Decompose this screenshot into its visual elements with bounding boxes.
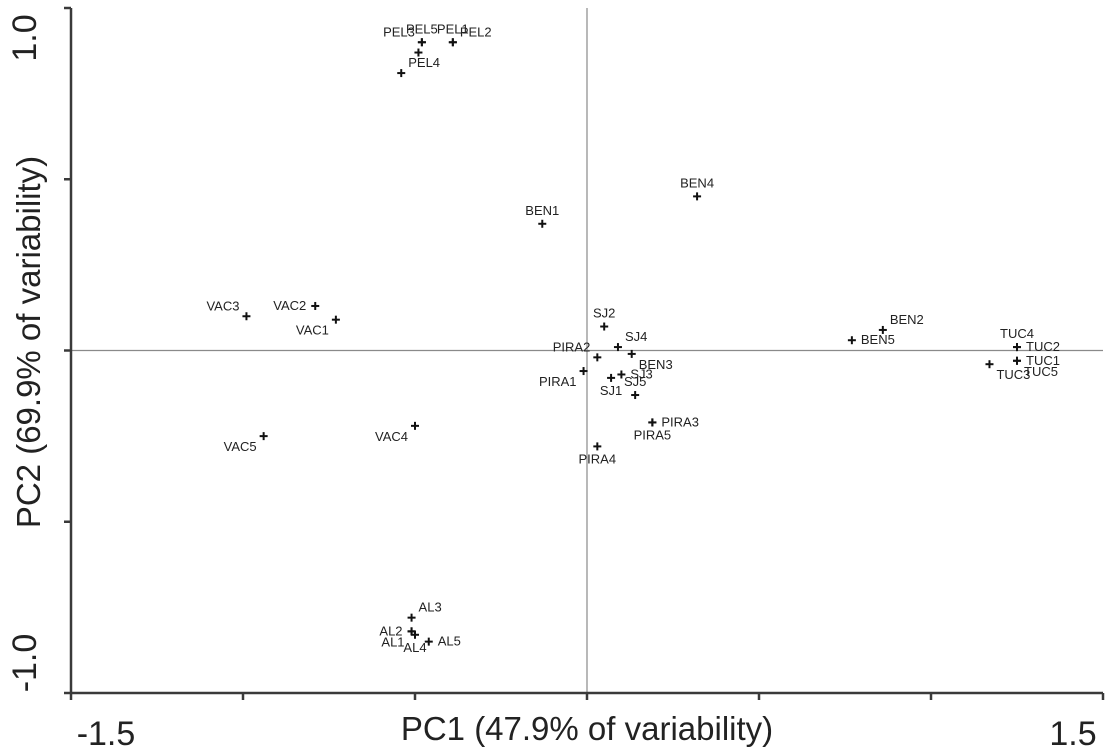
data-point: [417, 38, 426, 47]
data-point: [693, 192, 702, 201]
point-label: AL1: [381, 634, 404, 649]
data-point: [579, 367, 588, 376]
point-label: PIRA3: [661, 414, 699, 429]
data-point: [259, 432, 268, 441]
y-tick-label: 1.0: [6, 14, 44, 61]
data-point: [448, 38, 457, 47]
point-label: AL5: [438, 634, 461, 649]
axis-ticks: [64, 6, 1105, 700]
data-point: [627, 349, 636, 358]
x-tick-label: 1.5: [1049, 715, 1096, 752]
point-label: PIRA2: [553, 339, 591, 354]
point-label: SJ3: [630, 366, 652, 381]
point-label: BEN4: [680, 175, 714, 190]
data-point: [847, 336, 856, 345]
point-label: BEN3: [639, 357, 673, 372]
data-point: [407, 613, 416, 622]
point-label: PIRA1: [539, 374, 577, 389]
data-point: [414, 48, 423, 57]
data-point: [617, 370, 626, 379]
y-axis-title: PC2 (69.9% of variability): [10, 156, 47, 528]
point-label: AL4: [403, 640, 426, 655]
point-label: PEL5: [406, 21, 438, 36]
data-point: [1013, 356, 1021, 365]
data-point: [1013, 343, 1021, 352]
point-label: PEL1: [437, 21, 469, 36]
point-label: SJ2: [593, 306, 615, 321]
point-label: PIRA5: [634, 427, 672, 442]
data-point: [600, 322, 609, 331]
point-label: VAC1: [296, 323, 329, 338]
point-label: VAC4: [375, 429, 408, 444]
data-point: [878, 325, 887, 334]
point-label: BEN2: [890, 312, 924, 327]
data-markers: [242, 38, 1021, 646]
data-point: [648, 418, 657, 427]
data-point: [424, 637, 433, 646]
point-label: SJ1: [600, 383, 622, 398]
point-label: PEL2: [460, 24, 492, 39]
point-label: AL3: [419, 600, 442, 615]
point-label: SJ5: [624, 374, 646, 389]
point-label: PEL3: [383, 24, 415, 39]
data-point: [242, 312, 251, 321]
point-label: TUC4: [1000, 326, 1034, 341]
point-label: TUC3: [996, 367, 1030, 382]
data-point: [411, 421, 419, 430]
point-label: VAC2: [273, 298, 306, 313]
point-label: TUC2: [1026, 339, 1060, 354]
data-point: [593, 442, 602, 451]
data-point: [631, 391, 640, 400]
point-label: BEN1: [525, 203, 559, 218]
point-label: VAC3: [206, 298, 239, 313]
data-point: [331, 315, 340, 324]
point-label: TUC5: [1024, 364, 1058, 379]
data-point: [593, 353, 602, 362]
data-point: [613, 343, 622, 352]
data-point: [311, 301, 320, 310]
point-label: BEN5: [861, 332, 895, 347]
x-tick-label: -1.5: [77, 715, 136, 752]
point-label: PEL4: [408, 55, 440, 70]
x-axis-title: PC1 (47.9% of variability): [401, 710, 773, 747]
data-point: [607, 373, 616, 382]
axis-tick-labels: -1.5 1.5 -1.0 1.0: [6, 14, 1097, 752]
reference-lines: [71, 8, 1103, 693]
point-label: SJ4: [625, 329, 647, 344]
point-label: VAC5: [224, 439, 257, 454]
data-point: [411, 630, 419, 639]
data-point: [985, 360, 994, 369]
data-point: [538, 219, 547, 228]
data-point: [397, 69, 406, 78]
point-label: PIRA4: [579, 451, 617, 466]
point-label: TUC1: [1026, 353, 1060, 368]
y-tick-label: -1.0: [6, 634, 44, 693]
point-label: AL2: [379, 623, 402, 638]
